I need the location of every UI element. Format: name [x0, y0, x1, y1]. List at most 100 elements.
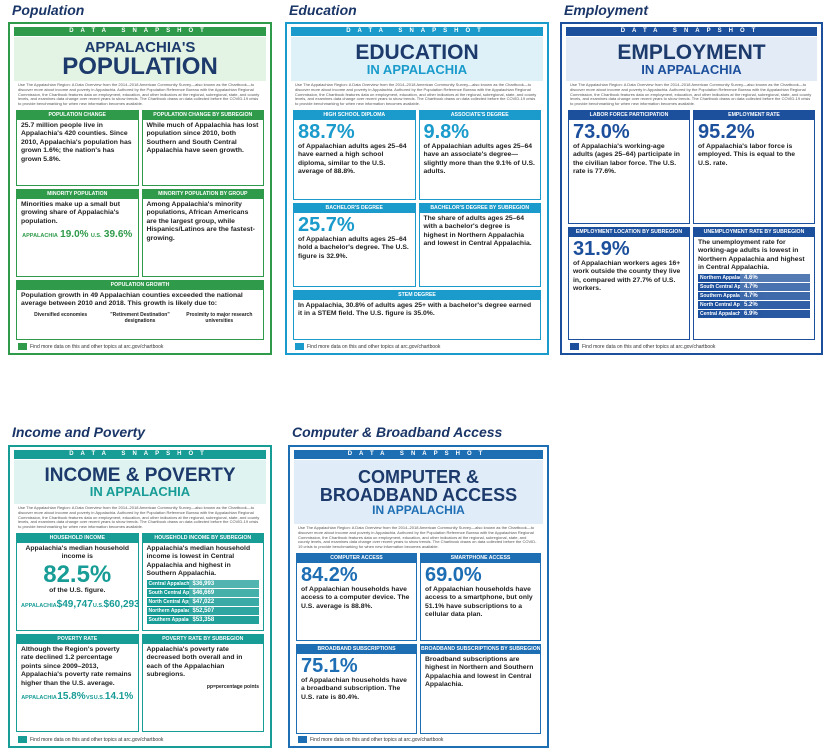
data-snapshot-banner: DATA SNAPSHOT — [566, 27, 817, 36]
panel: UNEMPLOYMENT RATE BY SUBREGION The unempl… — [693, 227, 815, 340]
footer-text: Find more data on this and other topics … — [582, 343, 716, 350]
stats: APPALACHIA 15.8% VS U.S. 14.1% — [21, 691, 134, 704]
stat: APPALACHIA — [22, 232, 58, 240]
footer-text: Find more data on this and other topics … — [30, 736, 164, 743]
panel: MINORITY POPULATION BY GROUP Among Appala… — [141, 189, 264, 277]
panel-text: of Appalachia's working-age adults (ages… — [573, 143, 680, 176]
footer: Find more data on this and other topics … — [298, 736, 443, 743]
stat-text: APPALACHIA — [21, 602, 57, 609]
panel-header: ASSOCIATE'S DEGREE — [419, 111, 540, 120]
growth-factor: Proximity to major research universities — [186, 311, 253, 325]
title-line: POPULATION — [62, 52, 218, 80]
stat-text: $49,747 — [56, 598, 93, 610]
panel-body: The share of adults ages 25–64 with a ba… — [420, 213, 541, 251]
panel-header: POVERTY RATE — [17, 635, 138, 644]
footer: Find more data on this and other topics … — [295, 343, 440, 350]
data-snapshot-banner: DATA SNAPSHOT — [14, 27, 266, 36]
stat-text: APPALACHIA — [21, 695, 57, 702]
stat-text: $60,293 — [103, 598, 139, 610]
subregion-label: Central Appalachia — [698, 309, 740, 318]
panel-header: LABOR FORCE PARTICIPATION — [569, 111, 689, 120]
infographic-card: DATA SNAPSHOT APPALACHIA'S POPULATION Use T… — [8, 22, 272, 355]
stat-text: 15.8% — [57, 691, 86, 703]
title-line: EDUCATION — [355, 41, 479, 64]
panel-body: 95.2% of Appalachia's labor force is empl… — [694, 120, 814, 170]
subregion-value: 4.7% — [740, 282, 810, 291]
intro-text: Use The Appalachian Region: A Data Overv… — [295, 83, 537, 107]
panel: BACHELOR'S DEGREE 25.7% of Appalachian adu… — [293, 203, 416, 287]
stat: APPALACHIA — [21, 694, 57, 702]
panel-text: 25.7 million people live in Appalachia's… — [21, 122, 132, 163]
infographic-card: DATA SNAPSHOT EDUCATION IN APPALACHIA Use T… — [285, 22, 549, 355]
stats: APPALACHIA 19.0% U.S. 39.6% — [21, 229, 134, 242]
panel-text: of Appalachian adults ages 25–64 have ea… — [298, 143, 407, 176]
intro-text: Use The Appalachian Region: A Data Overv… — [298, 526, 537, 550]
panel-text: of Appalachian households have a broadba… — [301, 677, 407, 701]
panel-text: of Appalachian adults ages 25–64 have an… — [423, 143, 535, 176]
stat-text: 14.1% — [104, 691, 134, 703]
stat: U.S. — [94, 694, 105, 702]
panel-header: STEM DEGREE — [294, 291, 540, 300]
title-box: APPALACHIA'S POPULATION — [14, 37, 266, 81]
big-number: 9.8% — [423, 121, 470, 143]
panel-header: POPULATION CHANGE — [17, 111, 138, 120]
title-line: IN APPALACHIA — [641, 62, 742, 77]
panel-body: The unemployment rate for working-age ad… — [694, 237, 814, 320]
subregion-value: $36,993 — [188, 579, 259, 588]
subregion-label: South Central Appalachia — [698, 282, 740, 291]
stat: $60,293 — [103, 598, 139, 612]
section-heading: Employment — [564, 2, 649, 18]
subregion-value: 4.7% — [740, 291, 810, 300]
subregion-row: Northern Appalachia4.6% — [698, 273, 810, 282]
subregion-row: North Central Appalachia$47,022 — [146, 597, 259, 606]
panel: HOUSEHOLD INCOME Appalachia's median hous… — [16, 533, 139, 631]
data-snapshot-banner: DATA SNAPSHOT — [14, 450, 266, 459]
panel-body: Appalachia's median household income is … — [143, 543, 264, 626]
big-number: 88.7% — [298, 121, 355, 143]
infographic-card: DATA SNAPSHOT INCOME & POVERTY IN APPALACH… — [8, 445, 272, 748]
subregion-value: $47,022 — [188, 597, 259, 606]
panel-body: Among Appalachia's minority populations,… — [143, 199, 264, 245]
subregion-label: North Central Appalachia — [698, 300, 740, 309]
title-line: EMPLOYMENT — [617, 41, 766, 64]
title-line: BROADBAND ACCESS — [319, 485, 518, 505]
panel: POPULATION GROWTH Population growth in 49… — [16, 280, 264, 340]
intro-text: Use The Appalachian Region: A Data Overv… — [18, 83, 260, 107]
panel: POVERTY RATE Although the Region's povert… — [16, 634, 139, 732]
subregion-label: Northern Appalachia — [146, 606, 189, 615]
panel-body: Although the Region's poverty rate decli… — [17, 644, 138, 706]
panel-text: of Appalachian workers ages 16+ work out… — [573, 260, 681, 293]
panel-header: EMPLOYMENT LOCATION BY SUBREGION — [569, 228, 689, 237]
stat: APPALACHIA — [21, 602, 57, 610]
panel-header: MINORITY POPULATION BY GROUP — [142, 190, 263, 199]
panel: EMPLOYMENT RATE 95.2% of Appalachia's labo… — [693, 110, 815, 224]
panel-body: While much of Appalachia has lost popula… — [143, 120, 264, 158]
panel-text: of Appalachia's labor force is employed.… — [698, 143, 796, 167]
subregion-row: Southern Appalachia$53,358 — [146, 615, 259, 624]
panel-text: The unemployment rate for working-age ad… — [698, 239, 805, 272]
title-box: COMPUTER & BROADBAND ACCESS IN APPALACHIA — [294, 460, 543, 524]
panel: HIGH SCHOOL DIPLOMA 88.7% of Appalachian a… — [293, 110, 416, 200]
growth-factor: "Retirement Destination" designations — [110, 311, 170, 325]
stat: 39.6% — [104, 229, 132, 242]
panel-text: of Appalachian households have access to… — [301, 586, 410, 610]
subregion-value: $52,507 — [188, 606, 259, 615]
stat: 15.8% — [57, 691, 85, 704]
panel-header: BROADBAND SUBSCRIPTIONS BY SUBREGION — [421, 645, 540, 654]
panel-header: POPULATION GROWTH — [17, 281, 263, 290]
stats: APPALACHIA $49,747 U.S. $60,293 — [21, 598, 138, 612]
panel: ASSOCIATE'S DEGREE 9.8% of Appalachian adu… — [418, 110, 541, 200]
panel-text: Broadband subscriptions are highest in N… — [425, 656, 534, 689]
panel-body: In Appalachia, 30.8% of adults ages 25+ … — [294, 300, 540, 321]
subregion-row: Northern Appalachia$52,507 — [146, 606, 259, 615]
title-box: EMPLOYMENT IN APPALACHIA — [566, 37, 817, 81]
stat-text: U.S. — [90, 233, 102, 240]
subregion-value: 6.9% — [740, 309, 810, 318]
arc-logo — [18, 736, 27, 743]
panel-header: HIGH SCHOOL DIPLOMA — [294, 111, 415, 120]
footer-text: Find more data on this and other topics … — [307, 343, 441, 350]
stat-text: U.S. — [93, 695, 105, 702]
panel: POVERTY RATE BY SUBREGION Appalachia's po… — [141, 634, 264, 732]
panel-body: 31.9% of Appalachian workers ages 16+ wor… — [569, 237, 689, 296]
